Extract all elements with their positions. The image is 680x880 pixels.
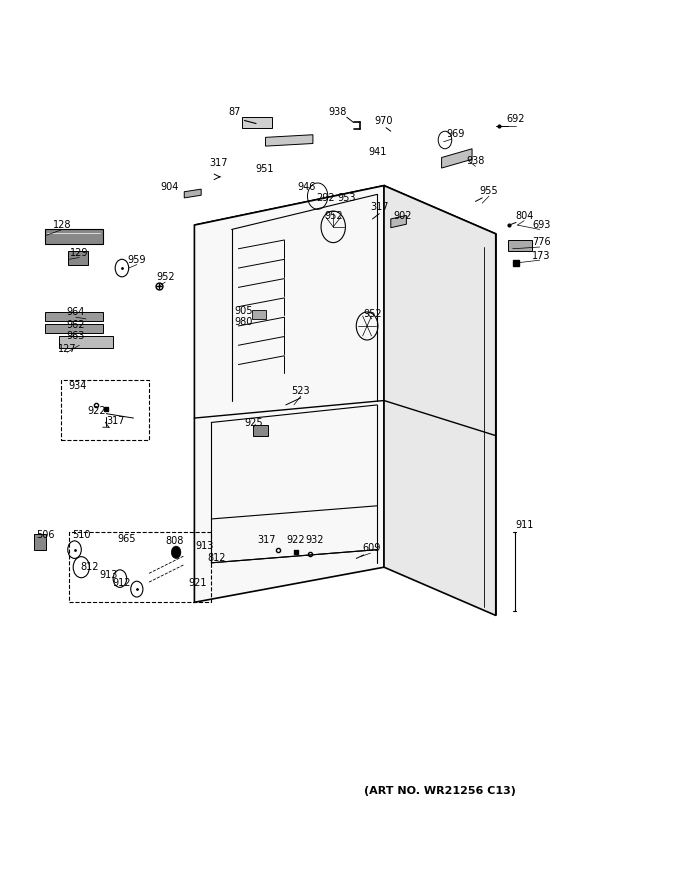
Bar [242, 117, 272, 128]
Text: 317: 317 [209, 158, 227, 168]
Text: 523: 523 [292, 386, 310, 396]
Text: 922: 922 [87, 406, 105, 415]
Text: 317: 317 [370, 202, 388, 212]
Polygon shape [194, 186, 496, 274]
Bar [46, 324, 103, 333]
Text: 952: 952 [156, 272, 175, 282]
Text: 952: 952 [324, 211, 343, 221]
Text: 911: 911 [515, 520, 533, 530]
Bar [46, 312, 103, 320]
Text: 980: 980 [235, 317, 253, 327]
Text: 904: 904 [160, 182, 179, 192]
Text: 932: 932 [305, 535, 324, 545]
Text: 506: 506 [36, 531, 54, 540]
Text: 510: 510 [72, 531, 90, 540]
Text: 693: 693 [532, 220, 550, 230]
Polygon shape [441, 149, 472, 168]
Polygon shape [384, 186, 496, 615]
Text: 804: 804 [515, 211, 533, 221]
Text: 812: 812 [80, 561, 99, 572]
Text: 913: 913 [99, 569, 118, 580]
Text: 938: 938 [329, 107, 347, 117]
Text: 946: 946 [297, 182, 316, 192]
Text: 970: 970 [375, 116, 393, 126]
Text: 962: 962 [67, 319, 85, 330]
Text: 921: 921 [188, 577, 207, 588]
Text: 913: 913 [195, 541, 214, 551]
Text: 941: 941 [368, 147, 386, 157]
Polygon shape [194, 186, 384, 602]
Polygon shape [265, 135, 313, 146]
Bar [508, 240, 532, 251]
Text: 925: 925 [244, 418, 262, 428]
Text: 969: 969 [446, 129, 464, 139]
Text: 905: 905 [235, 305, 253, 316]
Text: 902: 902 [393, 211, 411, 221]
Text: 964: 964 [67, 307, 85, 318]
Text: 692: 692 [507, 114, 526, 124]
Text: 963: 963 [67, 331, 85, 341]
Bar [34, 534, 46, 550]
Polygon shape [184, 189, 201, 198]
Text: 934: 934 [69, 381, 87, 391]
Text: 127: 127 [58, 344, 76, 355]
Text: 955: 955 [479, 187, 498, 196]
Text: (ART NO. WR21256 C13): (ART NO. WR21256 C13) [364, 786, 516, 796]
Text: 776: 776 [532, 238, 550, 247]
Text: 965: 965 [118, 534, 136, 544]
Text: 938: 938 [466, 156, 485, 165]
Bar [68, 252, 88, 265]
Text: 128: 128 [53, 220, 71, 230]
Text: 951: 951 [255, 165, 273, 174]
Text: 808: 808 [165, 537, 184, 546]
Text: 812: 812 [207, 553, 226, 563]
Bar [254, 425, 268, 436]
Text: 173: 173 [532, 252, 550, 261]
Text: 952: 952 [363, 309, 381, 319]
Text: 912: 912 [113, 577, 131, 588]
Bar [59, 336, 113, 348]
Circle shape [171, 546, 181, 559]
Text: 953: 953 [337, 194, 356, 203]
Text: 292: 292 [316, 194, 335, 203]
Polygon shape [391, 216, 407, 228]
Text: 129: 129 [70, 248, 88, 258]
Text: 959: 959 [128, 255, 146, 265]
Bar [252, 310, 265, 319]
Text: 87: 87 [229, 107, 241, 117]
Bar [46, 230, 103, 244]
Text: 922: 922 [287, 535, 305, 545]
Text: 609: 609 [362, 544, 381, 554]
Text: 317: 317 [106, 416, 124, 426]
Text: 317: 317 [258, 535, 276, 545]
